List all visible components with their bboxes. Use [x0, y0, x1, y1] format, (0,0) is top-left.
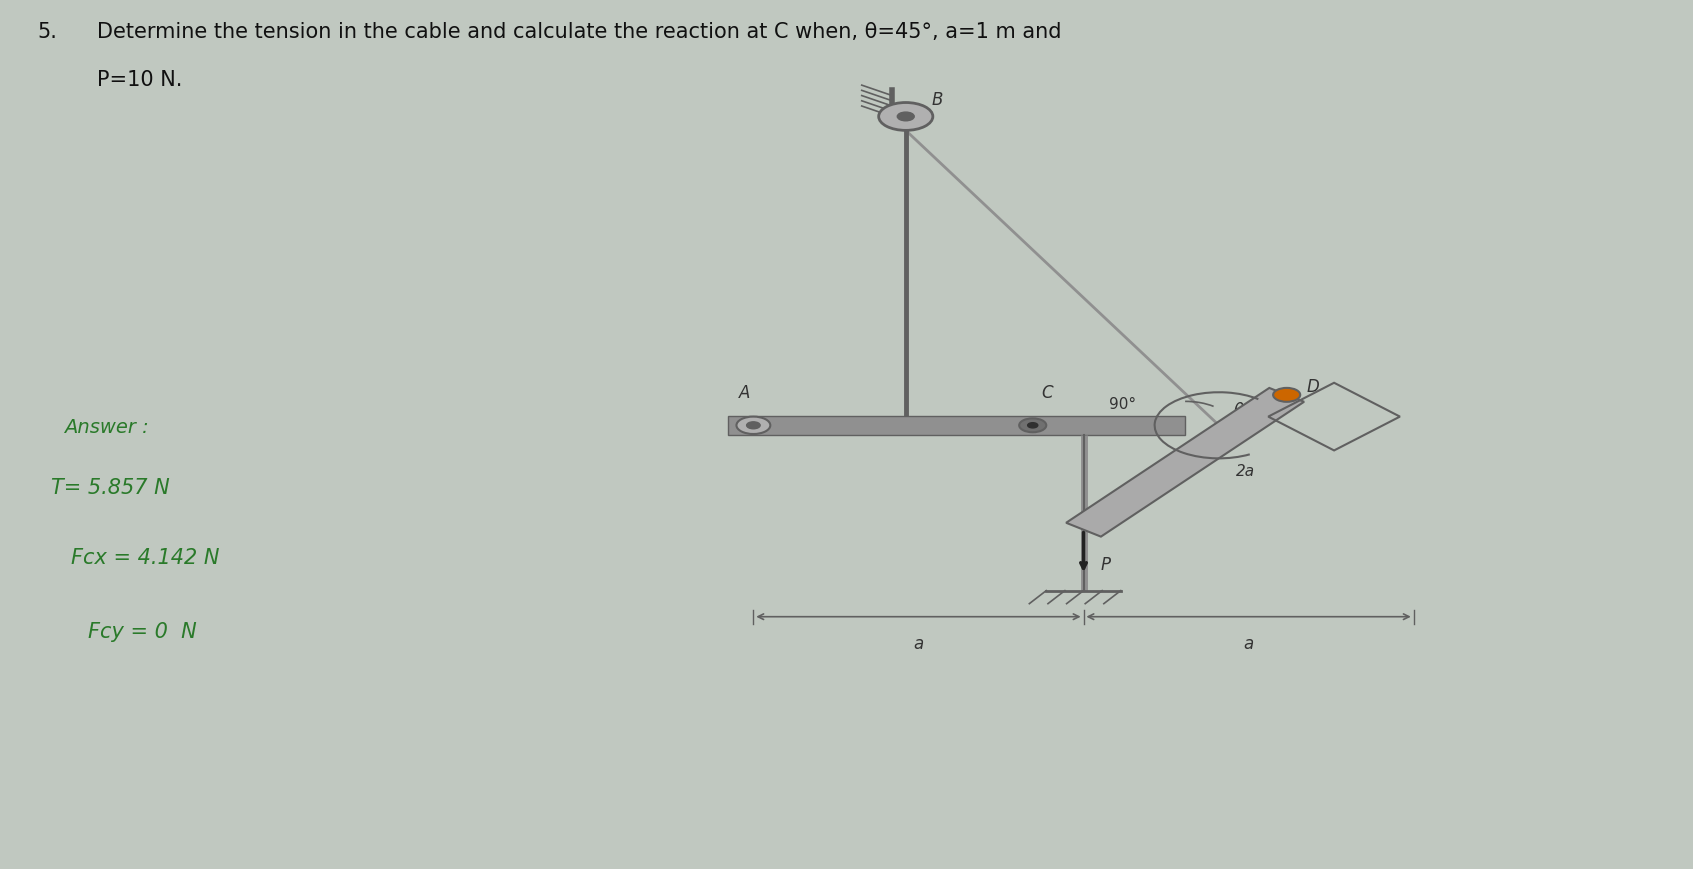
Bar — [728, 416, 1185, 435]
Text: 90°: 90° — [1109, 396, 1136, 412]
Text: D: D — [1307, 378, 1321, 395]
Circle shape — [1028, 423, 1038, 428]
Text: B: B — [931, 91, 943, 109]
Text: Determine the tension in the cable and calculate the reaction at C when, θ=45°, : Determine the tension in the cable and c… — [97, 22, 1062, 42]
Text: Fcx = 4.142 N: Fcx = 4.142 N — [71, 547, 220, 567]
Circle shape — [1019, 419, 1046, 433]
Circle shape — [1273, 388, 1300, 402]
Text: T= 5.857 N: T= 5.857 N — [51, 478, 169, 498]
Circle shape — [879, 103, 933, 131]
Text: P: P — [1100, 556, 1111, 574]
Polygon shape — [1067, 388, 1304, 537]
Text: P=10 N.: P=10 N. — [97, 70, 181, 90]
Text: Fcy = 0  N: Fcy = 0 N — [88, 621, 196, 641]
Text: C: C — [1041, 383, 1053, 401]
Text: a: a — [913, 634, 924, 653]
Circle shape — [897, 113, 914, 122]
Text: A: A — [740, 383, 750, 401]
Circle shape — [747, 422, 760, 429]
Text: $\theta$: $\theta$ — [1233, 401, 1244, 419]
Text: Answer :: Answer : — [64, 417, 149, 436]
Text: 5.: 5. — [37, 22, 58, 42]
Circle shape — [736, 417, 770, 434]
Text: a: a — [1243, 634, 1255, 653]
Text: 2a: 2a — [1236, 464, 1255, 479]
